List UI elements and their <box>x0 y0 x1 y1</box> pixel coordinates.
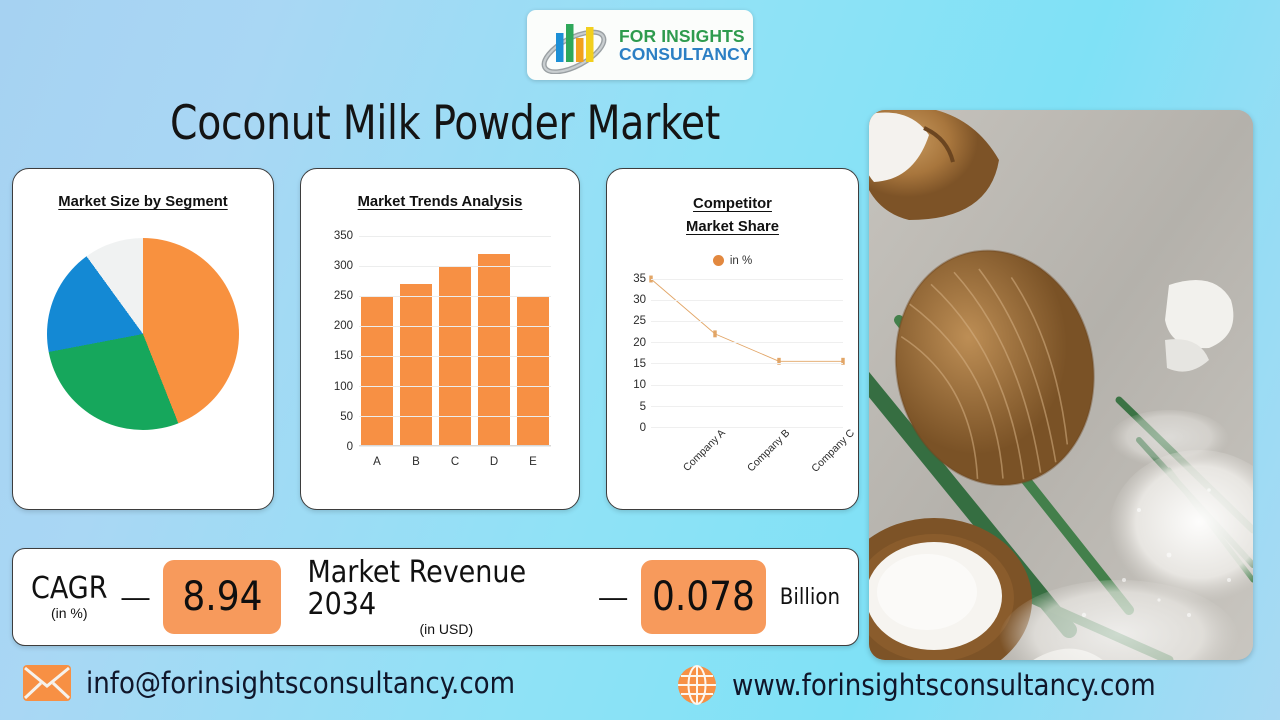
line-x-tick-label: Company A <box>680 426 728 474</box>
bar-gridline: 50 <box>340 411 551 423</box>
page-title: Coconut Milk Powder Market <box>170 96 720 151</box>
line-gridline: 25 <box>633 315 843 327</box>
key-stats-bar: CAGR (in %) — 8.94 Market Revenue 2034 (… <box>12 548 859 646</box>
cagr-value-pill: 8.94 <box>163 560 282 634</box>
line-gridline: 35 <box>633 273 843 285</box>
footer-email-text: info@forinsightsconsultancy.com <box>86 666 516 700</box>
coconut-photo <box>869 110 1253 660</box>
pie-chart-title: Market Size by Segment <box>58 194 228 210</box>
line-y-tick-label: 20 <box>633 336 646 349</box>
revenue-label: Market Revenue 2034 <box>307 555 527 622</box>
bar-x-axis-labels: A B C D E <box>359 456 551 468</box>
bar-x-tick-label: E <box>529 455 537 468</box>
bar-gridline: 300 <box>334 260 551 272</box>
logo-line-2: CONSULTANCY <box>619 44 752 64</box>
bar-chart-title: Market Trends Analysis <box>357 194 523 210</box>
line-marker <box>841 357 845 365</box>
globe-icon <box>678 665 716 705</box>
bar-series <box>359 236 551 446</box>
line-plot: 0 5 10 15 20 25 30 35 <box>633 273 845 434</box>
bar-chart-swoosh-logo-icon <box>537 16 611 75</box>
bar-gridline: 100 <box>334 381 551 393</box>
bar-gridline: 350 <box>334 230 551 242</box>
bar <box>517 295 549 446</box>
bar-column <box>478 236 510 446</box>
bar-y-tick-label: 100 <box>333 380 353 393</box>
bar-chart-area: 0 50 100 150 200 250 300 350 A B C D E <box>315 228 565 478</box>
bar <box>400 283 432 446</box>
card-market-size-by-segment: Market Size by Segment <box>12 168 274 510</box>
logo-line-1: FOR INSIGHTS <box>619 25 745 46</box>
bar-y-tick-label: 0 <box>346 440 353 453</box>
line-gridline: 20 <box>633 337 843 349</box>
bar-y-tick-label: 250 <box>333 290 353 303</box>
line-y-tick-label: 30 <box>633 294 646 307</box>
bar-column <box>517 236 549 446</box>
bar <box>361 295 393 446</box>
bar-plot: 0 50 100 150 200 250 300 350 <box>334 230 551 453</box>
bar-column <box>361 236 393 446</box>
line-y-tick-label: 35 <box>633 272 646 285</box>
bar-y-tick-label: 350 <box>333 229 353 242</box>
card-market-trends-analysis: Market Trends Analysis 0 50 100 150 200 250 30… <box>300 168 580 510</box>
revenue-label-group: Market Revenue 2034 (in USD) <box>307 557 585 637</box>
line-y-tick-label: 10 <box>633 379 646 392</box>
bar-y-tick-label: 300 <box>333 260 353 273</box>
footer-website[interactable]: www.forinsightsconsultancy.com <box>676 664 1156 706</box>
footer-website-text: www.forinsightsconsultancy.com <box>732 668 1156 702</box>
line-gridline: 15 <box>633 358 843 370</box>
line-chart-legend: in % <box>607 255 858 267</box>
bar-x-tick-label: D <box>489 455 499 468</box>
company-logo[interactable]: FOR INSIGHTS CONSULTANCY <box>527 10 753 80</box>
envelope-icon <box>23 665 71 701</box>
line-y-tick-label: 25 <box>633 315 646 328</box>
cagr-dash: — <box>121 581 150 612</box>
line-chart-title-line-1: Competitor <box>693 196 772 212</box>
logo-wordmark: FOR INSIGHTS CONSULTANCY <box>619 25 752 64</box>
cagr-label: CAGR <box>31 570 108 606</box>
card-competitor-market-share: Competitor Market Share in % 0 5 10 15 20 25 3… <box>606 168 951 510</box>
bar-gridline: 150 <box>334 350 551 362</box>
line-marker <box>713 330 717 338</box>
line-chart-area: 0 5 10 15 20 25 30 35 Company A Company B Company… <box>615 273 951 496</box>
line-y-tick-label: 5 <box>639 400 646 413</box>
legend-dot-icon <box>712 255 724 267</box>
bar-gridline: 250 <box>334 290 551 302</box>
legend-label: in % <box>729 254 753 267</box>
cagr-unit: (in %) <box>50 605 88 622</box>
bar-gridline: 200 <box>334 320 551 332</box>
pie-chart-area <box>13 237 273 430</box>
line-gridline: 30 <box>633 294 843 306</box>
cagr-label-group: CAGR (in %) <box>31 573 107 621</box>
line-gridline: 0 <box>640 422 843 434</box>
bar-column <box>400 236 432 446</box>
pie-chart <box>47 237 239 430</box>
line-gridline: 10 <box>633 379 843 391</box>
bar-x-tick-label: B <box>412 455 420 468</box>
revenue-value-pill: 0.078 <box>641 560 766 634</box>
line-chart-title-line-2: Market Share <box>686 218 779 235</box>
bar-column <box>439 236 471 446</box>
line-y-tick-label: 15 <box>633 357 646 370</box>
bar-y-tick-label: 200 <box>333 320 353 333</box>
footer-email[interactable]: info@forinsightsconsultancy.com <box>22 664 515 702</box>
line-y-tick-label: 0 <box>639 421 646 434</box>
bar-y-tick-label: 150 <box>333 350 353 363</box>
line-marker <box>777 357 781 365</box>
bar-y-tick-label: 50 <box>340 410 353 423</box>
bar <box>478 253 510 446</box>
bar-x-tick-label: C <box>450 455 460 468</box>
line-gridline: 5 <box>640 401 843 413</box>
revenue-dash: — <box>599 581 628 612</box>
revenue-scale: Billion <box>779 584 840 610</box>
line-chart-title: Competitor Market Share <box>607 193 858 239</box>
line-path <box>651 279 843 361</box>
bar-x-axis-line <box>359 444 551 446</box>
bar-x-tick-label: A <box>373 455 381 468</box>
revenue-unit: (in USD) <box>419 621 474 638</box>
bar-gridline: 0 <box>347 441 551 453</box>
